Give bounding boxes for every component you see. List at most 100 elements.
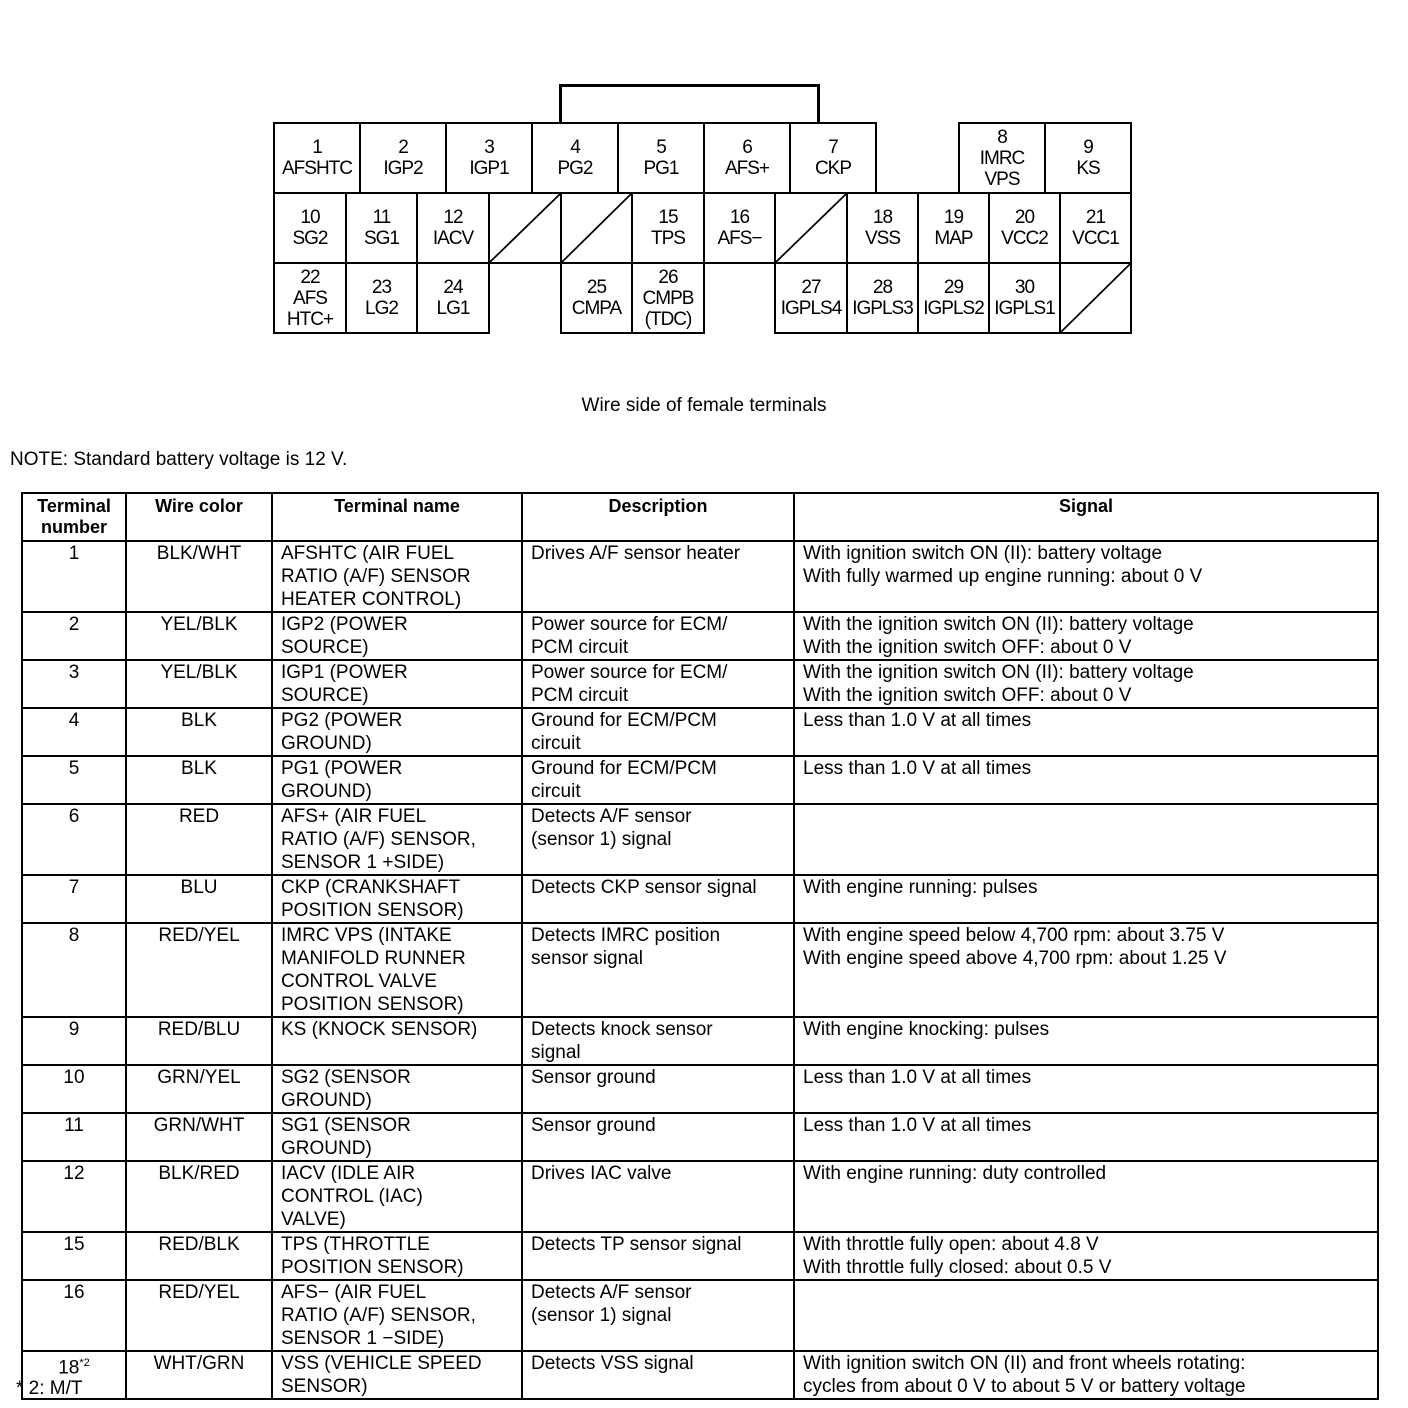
cell-description: Detects TP sensor signal [521, 1231, 795, 1281]
footnote: * 2: M/T [16, 1378, 83, 1399]
cell-description: Ground for ECM/PCM circuit [521, 707, 795, 757]
header-signal: Signal [793, 492, 1379, 542]
terminal-number: 3 [68, 662, 80, 683]
unused-terminal-slot [1059, 262, 1132, 334]
terminal-cell-6: 6 AFS+ [703, 122, 791, 194]
cell-terminal-number: 9 [21, 1016, 127, 1066]
terminal-number: 23 [371, 277, 392, 298]
cell-signal: With the ignition switch ON (II): batter… [793, 659, 1379, 709]
cell-wire-color: GRN/WHT [125, 1112, 273, 1162]
cell-wire-color: GRN/YEL [125, 1064, 273, 1114]
terminal-number: 11 [372, 207, 392, 228]
terminal-label: AFSHTC [282, 158, 353, 179]
cell-wire-color: BLK [125, 755, 273, 805]
cell-description: Detects A/F sensor (sensor 1) signal [521, 803, 795, 876]
terminal-label: IGPLS2 [923, 298, 985, 319]
cell-terminal-number: 7 [21, 874, 127, 924]
cell-wire-color: RED/BLU [125, 1016, 273, 1066]
cell-terminal-name: PG1 (POWER GROUND) [271, 755, 523, 805]
terminal-number: 24 [443, 277, 463, 298]
terminal-label: IACV [432, 228, 474, 249]
terminal-label: SG2 [292, 228, 328, 249]
terminal-number: 4 [570, 137, 581, 158]
terminal-cell-26: 26 CMPB (TDC) [631, 262, 705, 334]
cell-wire-color: BLK/RED [125, 1160, 273, 1233]
terminal-cell-22: 22 AFS HTC+ [273, 262, 347, 334]
terminal-number: 12 [63, 1163, 85, 1184]
terminal-number: 1 [312, 137, 323, 158]
terminal-label: KS [1076, 158, 1100, 179]
terminal-number: 21 [1085, 207, 1106, 228]
table-row: 10 GRN/YEL SG2 (SENSOR GROUND) Sensor gr… [21, 1064, 1379, 1114]
cell-wire-color: RED/YEL [125, 1279, 273, 1352]
terminal-label: IGPLS1 [994, 298, 1056, 319]
table-row: 11 GRN/WHT SG1 (SENSOR GROUND) Sensor gr… [21, 1112, 1379, 1162]
cell-terminal-name: IACV (IDLE AIR CONTROL (IAC) VALVE) [271, 1160, 523, 1233]
cell-description: Detects A/F sensor (sensor 1) signal [521, 1279, 795, 1352]
terminal-label: IGP1 [469, 158, 509, 179]
terminal-label: AFS− [717, 228, 762, 249]
terminal-label: MAP [934, 228, 973, 249]
terminal-number: 30 [1014, 277, 1035, 298]
cell-wire-color: RED [125, 803, 273, 876]
table-row: 15 RED/BLK TPS (THROTTLE POSITION SENSOR… [21, 1231, 1379, 1281]
terminal-label: CMPB (TDC) [642, 287, 695, 330]
table-row: 7 BLU CKP (CRANKSHAFT POSITION SENSOR) D… [21, 874, 1379, 924]
cell-signal: With ignition switch ON (II) and front w… [793, 1350, 1379, 1400]
table-row: 8 RED/YEL IMRC VPS (INTAKE MANIFOLD RUNN… [21, 922, 1379, 1018]
cell-description: Sensor ground [521, 1112, 795, 1162]
header-description: Description [521, 492, 795, 542]
cell-wire-color: BLK/WHT [125, 540, 273, 613]
cell-terminal-number: 1 [21, 540, 127, 613]
terminal-label: AFS HTC+ [286, 287, 334, 330]
cell-wire-color: YEL/BLK [125, 611, 273, 661]
terminal-number: 11 [64, 1115, 84, 1136]
cell-terminal-name: SG1 (SENSOR GROUND) [271, 1112, 523, 1162]
terminal-label: SG1 [363, 228, 400, 249]
table-row: 16 RED/YEL AFS− (AIR FUEL RATIO (A/F) SE… [21, 1279, 1379, 1352]
cell-wire-color: BLK [125, 707, 273, 757]
header-terminal-name: Terminal name [271, 492, 523, 542]
cell-terminal-name: IGP1 (POWER SOURCE) [271, 659, 523, 709]
terminal-cell-16: 16 AFS− [703, 192, 776, 264]
terminal-number: 20 [1014, 207, 1035, 228]
terminal-cell-24: 24 LG1 [416, 262, 490, 334]
terminal-table: Terminal number Wire color Terminal name… [21, 492, 1379, 1400]
cell-terminal-name: TPS (THROTTLE POSITION SENSOR) [271, 1231, 523, 1281]
cell-wire-color: RED/BLK [125, 1231, 273, 1281]
terminal-cell-23: 23 LG2 [345, 262, 418, 334]
header-terminal-number: Terminal number [21, 492, 127, 542]
table-row: 2 YEL/BLK IGP2 (POWER SOURCE) Power sour… [21, 611, 1379, 661]
cell-terminal-name: VSS (VEHICLE SPEED SENSOR) [271, 1350, 523, 1400]
cell-signal: Less than 1.0 V at all times [793, 1112, 1379, 1162]
cell-description: Power source for ECM/ PCM circuit [521, 611, 795, 661]
cell-signal: With engine knocking: pulses [793, 1016, 1379, 1066]
terminal-cell-20: 20 VCC2 [988, 192, 1061, 264]
terminal-number: 10 [63, 1067, 85, 1088]
terminal-cell-29: 29 IGPLS2 [917, 262, 990, 334]
connector-latch-tab [559, 84, 820, 124]
cell-signal: With ignition switch ON (II): battery vo… [793, 540, 1379, 613]
cell-terminal-name: CKP (CRANKSHAFT POSITION SENSOR) [271, 874, 523, 924]
cell-signal: Less than 1.0 V at all times [793, 1064, 1379, 1114]
cell-terminal-number: 2 [21, 611, 127, 661]
terminal-label: VCC1 [1072, 228, 1120, 249]
unused-terminal-slot [560, 192, 633, 264]
cell-terminal-name: IGP2 (POWER SOURCE) [271, 611, 523, 661]
terminal-number: 9 [1083, 137, 1094, 158]
table-row: 9 RED/BLU KS (KNOCK SENSOR) Detects knoc… [21, 1016, 1379, 1066]
table-row: 5 BLK PG1 (POWER GROUND) Ground for ECM/… [21, 755, 1379, 805]
cell-description: Detects VSS signal [521, 1350, 795, 1400]
note-text: NOTE: Standard battery voltage is 12 V. [10, 449, 348, 470]
terminal-cell-7: 7 CKP [789, 122, 877, 194]
terminal-number: 28 [872, 277, 893, 298]
terminal-label: VSS [864, 228, 901, 249]
terminal-cell-15: 15 TPS [631, 192, 705, 264]
cell-terminal-name: SG2 (SENSOR GROUND) [271, 1064, 523, 1114]
cell-description: Ground for ECM/PCM circuit [521, 755, 795, 805]
cell-description: Sensor ground [521, 1064, 795, 1114]
cell-signal: Less than 1.0 V at all times [793, 707, 1379, 757]
terminal-cell-25: 25 CMPA [560, 262, 633, 334]
terminal-cell-11: 11 SG1 [345, 192, 418, 264]
unused-terminal-slot [488, 192, 562, 264]
